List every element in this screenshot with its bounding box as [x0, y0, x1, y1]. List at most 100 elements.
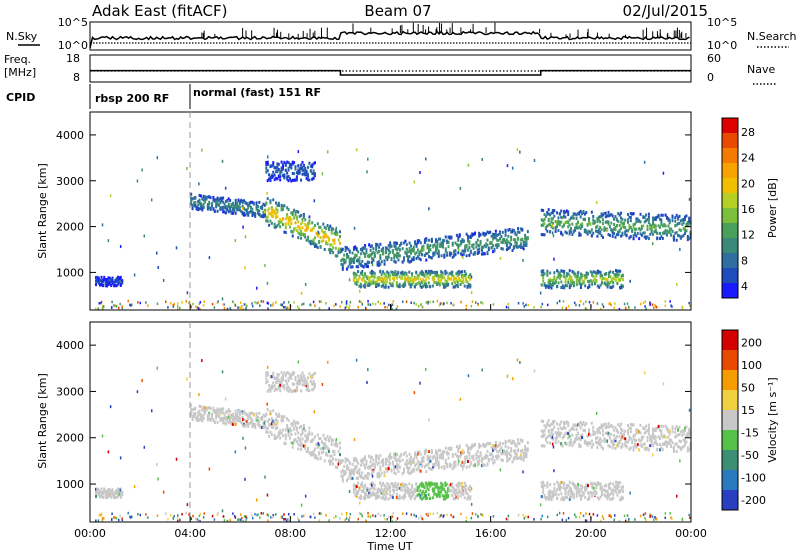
power-cell — [667, 218, 670, 222]
velocity-cell — [101, 492, 104, 496]
power-cell — [428, 250, 431, 254]
power-cell — [307, 178, 310, 182]
power-cell — [284, 217, 287, 221]
power-cell — [283, 173, 286, 177]
velocity-cell — [339, 446, 342, 450]
power-cell — [350, 265, 353, 269]
power-cell — [632, 225, 635, 229]
velocity-cell — [327, 439, 330, 443]
power-cell — [612, 270, 615, 274]
power-cell — [248, 210, 251, 214]
velocity-cell — [408, 458, 411, 462]
power-cell — [270, 206, 273, 210]
power-cell — [318, 300, 321, 303]
velocity-cell — [599, 495, 602, 499]
velocity-cell — [418, 492, 421, 496]
power-cell — [486, 243, 489, 247]
power-cell — [131, 303, 133, 306]
velocity-cell — [341, 459, 344, 463]
power-cell — [364, 283, 367, 287]
velocity-cell — [323, 445, 326, 449]
power-cell — [672, 234, 675, 238]
power-cell — [598, 285, 601, 289]
velocity-cell — [456, 485, 459, 489]
power-cell — [396, 305, 399, 308]
power-cell — [542, 279, 545, 283]
velocity-cell — [540, 495, 543, 499]
velocity-cell — [568, 488, 571, 492]
power-cell — [645, 307, 647, 310]
velocity-cell — [368, 488, 371, 492]
velocity-cell — [563, 425, 566, 429]
velocity-cell — [362, 458, 365, 462]
power-cell — [143, 234, 146, 238]
velocity-cell — [263, 419, 266, 423]
velocity-cell — [599, 441, 602, 445]
power-cell — [365, 248, 368, 252]
velocity-cell — [423, 465, 426, 469]
velocity-cell — [586, 443, 589, 447]
power-cell — [550, 279, 553, 283]
power-cell — [336, 231, 339, 235]
power-cell — [95, 283, 98, 287]
power-cell — [269, 212, 272, 216]
velocity-cell — [427, 493, 430, 497]
power-cell — [605, 277, 608, 281]
velocity-cell — [621, 429, 624, 433]
velocity-cell — [277, 431, 280, 435]
velocity-cell — [404, 462, 407, 466]
power-cell — [217, 300, 219, 303]
velocity-cell — [393, 483, 396, 487]
power-cell — [588, 219, 591, 223]
power-cell — [256, 209, 259, 213]
velocity-cell — [653, 434, 656, 438]
velocity-cell — [190, 411, 193, 415]
velocity-cell — [507, 439, 510, 443]
velocity-cell — [551, 422, 554, 426]
velocity-cell — [551, 428, 554, 432]
velocity-cell — [212, 409, 215, 413]
power-cell — [631, 228, 634, 232]
power-cell — [556, 223, 559, 227]
velocity-cell — [422, 489, 425, 493]
velocity-cell — [425, 463, 428, 467]
velocity-cell — [394, 472, 397, 476]
velocity-cell — [386, 488, 389, 492]
power-cell — [420, 280, 423, 284]
velocity-cell — [567, 484, 570, 488]
velocity-cell — [104, 491, 107, 495]
velocity-cell — [380, 471, 383, 475]
power-cell — [560, 209, 563, 213]
velocity-cell — [244, 419, 247, 423]
velocity-cell — [387, 464, 390, 468]
power-cell — [384, 246, 387, 250]
power-cell — [277, 162, 280, 166]
velocity-cell — [405, 489, 408, 493]
power-cell — [107, 278, 110, 282]
power-cell — [375, 247, 378, 251]
velocity-cell — [610, 432, 613, 436]
power-cell — [561, 285, 564, 289]
power-cell — [483, 233, 486, 237]
power-cell — [416, 282, 419, 286]
power-cell — [603, 281, 606, 285]
power-cell — [431, 271, 434, 275]
power-cell — [280, 220, 283, 224]
power-cell — [350, 257, 353, 261]
power-cell — [364, 244, 367, 248]
power-cell — [388, 281, 391, 285]
velocity-cell — [547, 492, 550, 496]
power-cell — [191, 207, 194, 211]
velocity-cell — [426, 486, 429, 490]
power-cell — [457, 243, 460, 247]
velocity-cell — [462, 489, 465, 493]
power-cell — [397, 254, 400, 258]
power-cell — [100, 275, 103, 279]
power-cell — [497, 232, 500, 236]
velocity-cell — [543, 444, 546, 448]
power-cell — [459, 283, 462, 287]
velocity-cell — [376, 490, 379, 494]
velocity-cell — [478, 462, 481, 466]
velocity-cell — [419, 483, 422, 487]
power-cell — [382, 280, 385, 284]
